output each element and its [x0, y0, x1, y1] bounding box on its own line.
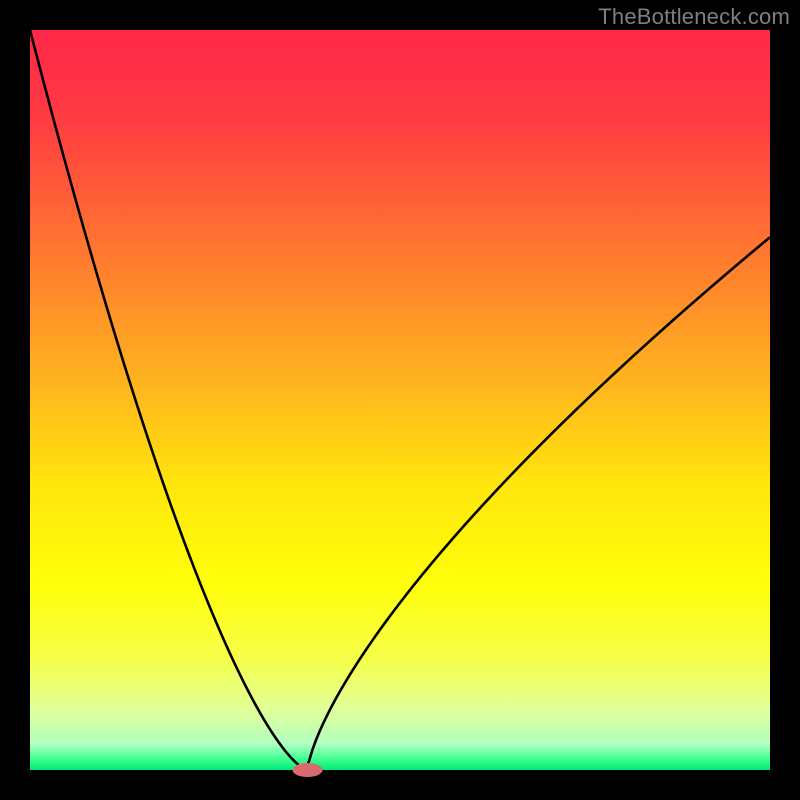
optimal-point-marker: [293, 763, 323, 777]
bottleneck-chart: [0, 0, 800, 800]
attribution-text: TheBottleneck.com: [598, 4, 790, 30]
chart-container: { "attribution": { "text": "TheBottlenec…: [0, 0, 800, 800]
gradient-background: [30, 30, 770, 770]
